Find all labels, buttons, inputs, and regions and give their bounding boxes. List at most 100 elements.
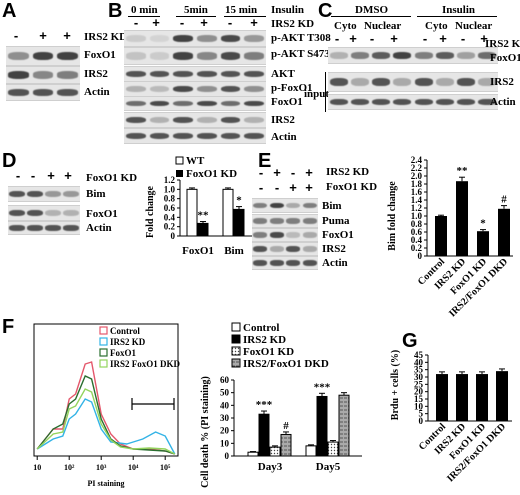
blot-label: FoxO1 — [490, 52, 520, 64]
blot-band — [286, 246, 301, 252]
legend-swatch — [231, 346, 241, 356]
blot-band — [253, 218, 268, 224]
lane-sign: + — [64, 168, 72, 183]
lane-sign: - — [334, 31, 340, 46]
blot-band — [435, 52, 454, 59]
significance-mark: * — [236, 195, 242, 207]
blot-band — [220, 52, 241, 60]
blot-label: IRS2 — [322, 243, 346, 255]
blot-irs2 — [124, 112, 266, 128]
blot-label: Actin — [322, 257, 348, 269]
blot-band — [302, 202, 317, 209]
blot-band — [269, 218, 284, 224]
blot-band — [173, 116, 194, 124]
blot-band — [149, 35, 170, 42]
blot-band — [244, 85, 265, 93]
lane-sign: + — [47, 168, 55, 183]
bar — [476, 374, 488, 421]
lane-sign: + — [349, 31, 357, 46]
significance-mark: # — [501, 194, 507, 206]
y-tick-label: 20 — [220, 426, 230, 436]
histogram-curve — [36, 361, 176, 455]
blot-band — [302, 218, 317, 224]
group-underline — [331, 16, 411, 17]
y-tick-label: 1.8 — [411, 179, 423, 189]
blot-foxo1 — [6, 46, 80, 66]
panel-label-a: A — [2, 0, 17, 22]
x-tick-label: Day5 — [316, 461, 341, 473]
lane-sign: - — [258, 180, 264, 195]
lane-sign: - — [15, 168, 21, 183]
significance-mark: *** — [314, 381, 331, 393]
blot-band — [149, 85, 170, 93]
blot-band — [329, 78, 348, 86]
blot-band — [63, 225, 79, 231]
input-bracket — [325, 72, 326, 112]
blot-p-foxo1 — [124, 81, 266, 97]
panel-label-g: G — [402, 330, 418, 352]
blot-band — [57, 52, 79, 60]
blot-band — [253, 202, 268, 209]
significance-mark: # — [283, 420, 289, 432]
blot-band — [125, 116, 146, 124]
lane-sign: + — [439, 31, 447, 46]
blot-band — [220, 85, 241, 93]
blot-irs2 — [6, 66, 80, 84]
blot-band — [149, 52, 170, 60]
blot-band — [149, 132, 170, 140]
blot-band — [253, 246, 268, 252]
blot-band — [350, 78, 369, 86]
blot-band — [478, 52, 497, 59]
y-tick-label: 45 — [414, 350, 424, 360]
legend-swatch — [99, 326, 108, 335]
kd-label: FoxO1 KD — [326, 181, 378, 193]
significance-mark: ** — [457, 165, 469, 177]
blot-actin — [328, 94, 498, 110]
lane-sign: - — [290, 165, 296, 180]
panel-label-f: F — [2, 316, 15, 338]
blot-band — [269, 246, 284, 252]
blot-bim — [252, 198, 318, 213]
blot-band — [196, 85, 217, 93]
lane-sign: + — [480, 31, 488, 46]
treatment-label: Insulin — [271, 4, 305, 16]
bar — [316, 395, 328, 457]
y-tick-label: 35 — [414, 365, 424, 375]
y-tick-label: 2.4 — [411, 155, 423, 165]
blot-band — [457, 98, 476, 106]
histogram-curve — [36, 375, 176, 455]
blot-band — [435, 98, 454, 106]
blot-band — [244, 52, 265, 60]
legend-label: WT — [186, 155, 205, 167]
histogram-curve — [36, 398, 176, 455]
y-tick-label: 0.8 — [411, 219, 423, 229]
blot-actin — [124, 128, 266, 144]
blot-band — [393, 98, 412, 106]
blot-label: FoxO1 — [86, 208, 118, 220]
blot-band — [149, 100, 170, 107]
kd-label: IRS2 KD — [84, 31, 128, 43]
blot-band — [45, 190, 61, 198]
y-tick-label: 0 — [418, 251, 423, 261]
lane-sign: + — [152, 15, 160, 30]
blot-band — [414, 78, 433, 86]
y-tick-label: 0.4 — [411, 235, 423, 245]
bar — [456, 374, 468, 421]
blot-band — [7, 89, 29, 96]
kd-label: IRS2 KD — [271, 18, 315, 30]
blot-band — [45, 225, 61, 231]
kd-label: IRS2 KD — [326, 166, 370, 178]
blot-band — [244, 100, 265, 107]
blot-bim — [8, 186, 80, 202]
group-label: Insulin — [442, 4, 476, 16]
plot-frame — [33, 323, 179, 457]
blot-band — [125, 35, 146, 42]
group-underline — [176, 16, 216, 17]
blot-band — [329, 52, 348, 59]
lane-sign: - — [422, 31, 428, 46]
blot-band — [173, 100, 194, 107]
lane-sign: + — [305, 165, 313, 180]
y-tick-label: 0.8 — [164, 194, 176, 204]
blot-band — [414, 98, 433, 106]
lane-sign: + — [63, 28, 71, 43]
